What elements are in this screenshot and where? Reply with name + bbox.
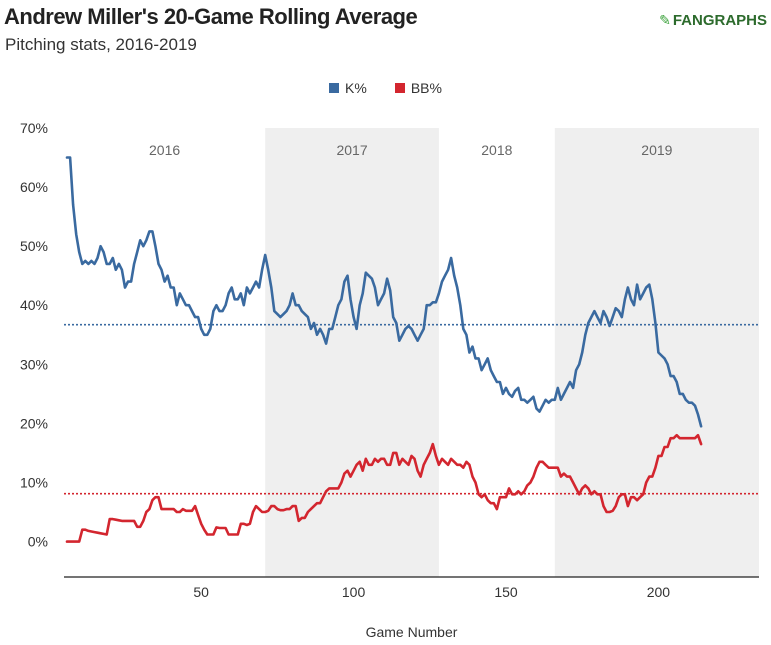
x-axis: 50 100 150 200 (64, 576, 759, 600)
x-tick-label: 200 (647, 584, 671, 600)
chart-legend: K% BB% (0, 80, 771, 96)
fangraphs-logo-icon: ✎ (659, 12, 671, 28)
fangraphs-logo[interactable]: ✎ FANGRAPHS (659, 12, 767, 29)
x-tick-label: 150 (494, 584, 518, 600)
legend-swatch-bb (394, 83, 405, 93)
series-line-1 (65, 433, 703, 543)
legend-swatch-k (329, 83, 340, 93)
legend-item-bb[interactable]: BB% (394, 80, 442, 96)
fangraphs-logo-text: FANGRAPHS (672, 12, 767, 29)
season-band-2019 (554, 128, 759, 577)
season-label-2017: 2017 (336, 142, 367, 158)
y-tick-label: 50% (20, 238, 48, 254)
legend-item-k[interactable]: K% (329, 80, 367, 96)
x-tick-label: 50 (193, 584, 209, 600)
y-axis: 0% 10% 20% 30% 40% 50% 60% 70% (20, 120, 48, 550)
season-label-2019: 2019 (641, 142, 672, 158)
y-tick-label: 10% (20, 474, 48, 490)
x-axis-title: Game Number (366, 624, 458, 640)
x-tick-label: 100 (342, 584, 366, 600)
y-tick-label: 70% (20, 120, 48, 136)
season-label-2016: 2016 (149, 142, 180, 158)
chart-title: Andrew Miller's 20-Game Rolling Average (4, 4, 418, 29)
series-lines (65, 156, 703, 543)
y-tick-label: 20% (20, 415, 48, 431)
y-tick-label: 40% (20, 297, 48, 313)
y-tick-label: 30% (20, 356, 48, 372)
legend-label-k: K% (345, 80, 367, 96)
season-bands: 2016 2017 2018 2019 (149, 128, 759, 577)
season-band-2017 (265, 128, 439, 577)
y-tick-label: 0% (28, 534, 48, 550)
legend-label-bb: BB% (410, 80, 442, 96)
series-line-0 (65, 156, 703, 428)
y-tick-label: 60% (20, 179, 48, 195)
season-label-2018: 2018 (481, 142, 512, 158)
chart-subtitle: Pitching stats, 2016-2019 (5, 35, 197, 54)
